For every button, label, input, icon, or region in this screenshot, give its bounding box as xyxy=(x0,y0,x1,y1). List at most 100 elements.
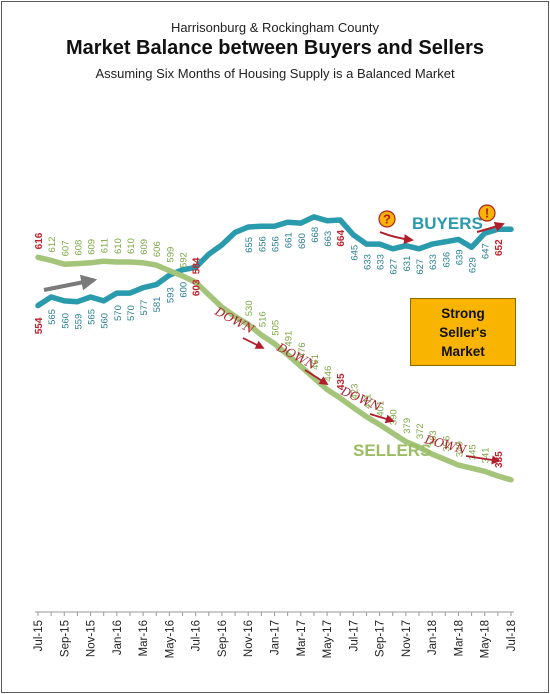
sellers-data-label: 372 xyxy=(415,423,426,439)
buyers-data-label: 581 xyxy=(152,297,163,313)
buyers-data-label: 656 xyxy=(271,236,282,252)
sellers-data-label: 592 xyxy=(179,252,190,268)
sellers-data-label: 611 xyxy=(100,238,111,253)
chart-title: Market Balance between Buyers and Seller… xyxy=(66,37,484,59)
sellers-data-label: 363 xyxy=(428,430,439,446)
sellers-data-label: 606 xyxy=(152,241,163,257)
buyers-data-label: 565 xyxy=(47,309,58,325)
buyers-data-label: 663 xyxy=(323,231,334,247)
buyers-data-label: 603 xyxy=(192,279,203,296)
buyers-data-label: 656 xyxy=(257,236,268,252)
buyers-data-label: 570 xyxy=(126,305,137,321)
sellers-data-label: 609 xyxy=(87,239,98,255)
buyers-data-label: 668 xyxy=(310,227,321,243)
x-tick-label: Jul-16 xyxy=(191,620,203,651)
sellers-data-label: 435 xyxy=(336,373,347,390)
sellers-data-label: 411 xyxy=(362,394,373,409)
x-tick-label: May-18 xyxy=(480,620,492,658)
buyers-data-label: 627 xyxy=(389,259,400,275)
x-tick-label: Jul-17 xyxy=(348,620,360,651)
x-tick-label: May-17 xyxy=(322,620,334,658)
x-tick-label: Sep-16 xyxy=(217,620,229,657)
x-tick-label: Sep-17 xyxy=(375,620,387,657)
x-tick-label: Nov-15 xyxy=(86,620,98,657)
sellers-data-label: 599 xyxy=(165,247,176,263)
buyers-data-label: 631 xyxy=(402,256,413,272)
question-mark: ? xyxy=(383,212,391,227)
sellers-data-label: 610 xyxy=(113,238,124,254)
sellers-data-label: 401 xyxy=(376,401,387,417)
x-tick-label: Jan-16 xyxy=(112,620,124,655)
sellers-data-label: 607 xyxy=(60,240,71,256)
sellers-data-label: 356 xyxy=(441,436,452,452)
buyers-data-label: 560 xyxy=(100,313,111,329)
chart-subtitle: Assuming Six Months of Housing Supply is… xyxy=(95,66,455,81)
sellers-line xyxy=(35,254,514,483)
buyers-data-label: 554 xyxy=(34,317,45,334)
sellers-data-label: 616 xyxy=(34,232,45,249)
sellers-data-label: 345 xyxy=(468,444,479,460)
buyers-data-label: 660 xyxy=(297,233,308,249)
sellers-data-label: 516 xyxy=(257,311,268,327)
buyers-data-label: 629 xyxy=(468,257,479,273)
buyers-data-label: 633 xyxy=(428,254,439,270)
buyers-data-label: 560 xyxy=(60,313,71,329)
down-arrow xyxy=(465,455,501,465)
sellers-data-label: 609 xyxy=(139,239,150,255)
buyers-data-label: 661 xyxy=(284,232,295,248)
sellers-data-label: 349 xyxy=(454,441,465,457)
sellers-data-label: 612 xyxy=(47,237,58,253)
buyers-data-label: 593 xyxy=(165,287,176,303)
down-arrow xyxy=(304,369,329,385)
buyers-data-label: 655 xyxy=(244,237,255,253)
buyers-data-label: 647 xyxy=(481,243,492,259)
sellers-data-label: 584 xyxy=(192,257,203,274)
strong-sellers-market-callout: Strong Seller's Market xyxy=(410,298,516,366)
buyers-data-label: 559 xyxy=(73,314,84,330)
x-tick-label: Jan-18 xyxy=(427,620,439,655)
sellers-data-label: 379 xyxy=(402,418,413,434)
sellers-data-label: 335 xyxy=(494,451,505,468)
chart-supertitle: Harrisonburg & Rockingham County xyxy=(170,20,380,35)
x-tick-label: Mar-18 xyxy=(453,620,465,656)
buyers-data-label: 652 xyxy=(494,239,505,256)
buyers-data-label: 645 xyxy=(349,245,360,261)
sellers-series-label: SELLERS xyxy=(353,441,431,460)
sellers-data-label: 530 xyxy=(244,300,255,316)
sellers-data-label: 423 xyxy=(349,384,360,400)
buyers-data-label: 633 xyxy=(362,254,373,270)
question-badge xyxy=(378,210,396,228)
x-tick-label: Sep-15 xyxy=(59,620,71,657)
x-tick-label: Nov-16 xyxy=(243,620,255,657)
buyers-data-label: 664 xyxy=(336,230,347,247)
buyers-data-label: 565 xyxy=(87,309,98,325)
buyers-data-label: 627 xyxy=(415,259,426,275)
buyers-trend-arrow-left xyxy=(379,231,414,245)
sellers-data-label: 341 xyxy=(481,447,492,463)
x-tick-label: Mar-17 xyxy=(296,620,308,656)
down-arrow xyxy=(369,413,395,424)
x-tick-label: Nov-17 xyxy=(401,620,413,657)
sellers-data-label: 390 xyxy=(389,409,400,425)
x-tick-label: Jul-15 xyxy=(33,620,45,651)
buyers-data-label: 577 xyxy=(139,300,150,316)
sellers-data-label: 461 xyxy=(310,354,321,370)
buyers-data-label: 600 xyxy=(179,282,190,298)
sellers-data-label: 608 xyxy=(73,240,84,256)
x-tick-label: Mar-16 xyxy=(138,620,150,656)
down-arrow xyxy=(242,337,265,349)
x-tick-label: Jul-18 xyxy=(506,620,518,651)
sellers-data-label: 476 xyxy=(297,342,308,358)
buyers-data-label: 636 xyxy=(441,252,452,268)
buyers-trend-arrow-right xyxy=(476,222,505,233)
buyers-series-label: BUYERS xyxy=(412,214,483,233)
x-tick-label: Jan-17 xyxy=(270,620,282,655)
buyers-data-label: 633 xyxy=(376,254,387,270)
sellers-data-label: 446 xyxy=(323,366,334,382)
buyers-line xyxy=(35,214,514,309)
gray-arrow xyxy=(43,274,98,292)
buyers-data-label: 570 xyxy=(113,305,124,321)
sellers-data-label: 610 xyxy=(126,238,137,254)
sellers-data-label: 505 xyxy=(271,320,282,336)
